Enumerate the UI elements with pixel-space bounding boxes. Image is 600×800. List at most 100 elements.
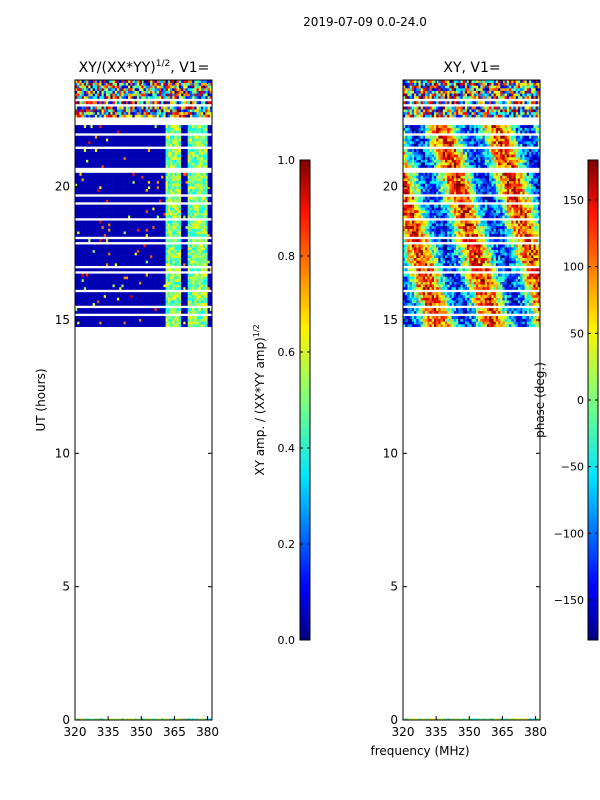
heatmap-cell [438,321,441,325]
heatmap-cell [112,109,116,113]
heatmap-cell [83,180,87,184]
heatmap-cell [134,125,138,129]
heatmap-cell [411,316,415,320]
heatmap-cell [183,191,186,195]
heatmap-cell [154,188,158,192]
heatmap-cell [108,228,111,232]
heatmap-cell [75,156,78,160]
heatmap-cell [194,215,197,219]
heatmap-cell [198,273,202,277]
heatmap-cell [136,101,140,105]
heatmap-cell [433,310,437,314]
heatmap-cell [139,93,142,97]
heatmap-cell [81,278,85,282]
heatmap-cell [83,164,87,168]
heatmap-cell [145,159,149,163]
heatmap-cell [185,308,188,312]
heatmap-cell [154,228,158,232]
heatmap-cell [161,127,164,131]
heatmap-cell [88,82,91,86]
heatmap-cell [156,175,160,179]
heatmap-cell [183,151,186,155]
heatmap-cell [207,82,211,86]
heatmap-cell [112,260,116,264]
heatmap-cell [101,247,105,251]
heatmap-cell [178,292,182,296]
heatmap-cell [207,90,211,94]
heatmap-cell [101,255,105,259]
heatmap-cell [125,101,129,105]
panel-amp-title: XY/(XX*YY)1/2, V1= [79,59,210,76]
heatmap-cell [79,159,82,163]
heatmap-cell [152,95,155,99]
heatmap-cell [187,164,191,168]
heatmap-cell [150,175,153,179]
heatmap-cell [176,212,180,216]
heatmap-cell [165,109,169,113]
heatmap-cell [112,130,116,134]
heatmap-cell [97,111,100,115]
heatmap-cell [150,178,153,182]
x-tick-label: 320 [64,725,87,739]
heatmap-cell [134,268,138,272]
heatmap-cell [183,188,186,192]
heatmap-cell [123,294,127,298]
heatmap-cell [205,101,208,105]
heatmap-cell [209,239,212,243]
heatmap-cell [143,255,147,259]
heatmap-cell [141,114,144,118]
heatmap-cell [132,239,135,243]
heatmap-cell [114,212,118,216]
heatmap-cell [154,273,158,277]
heatmap-cell [130,257,133,261]
heatmap-cell [132,125,135,129]
heatmap-cell [92,247,96,251]
heatmap-cell [176,183,180,187]
heatmap-cell [156,143,160,147]
heatmap-cell [414,316,417,320]
heatmap-cell [139,196,142,200]
y-tick-label: 10 [55,446,70,460]
heatmap-cell [121,111,124,115]
heatmap-cell [194,188,197,192]
heatmap-cell [181,111,184,115]
heatmap-cell [105,318,109,322]
heatmap-cell [147,191,151,195]
heatmap-cell [205,297,208,301]
heatmap-cell [183,90,186,94]
heatmap-cell [103,172,107,176]
heatmap-cell [163,263,166,266]
heatmap-cell [205,125,208,129]
heatmap-cell [198,316,202,320]
heatmap-cell [114,281,118,285]
heatmap-cell [150,106,153,110]
heatmap-cell [128,244,131,248]
heatmap-cell [189,125,193,129]
heatmap-cell [181,308,184,312]
heatmap-cell [90,111,93,115]
heatmap-cell [103,101,107,105]
heatmap-cell [185,95,188,99]
heatmap-cell [176,143,180,147]
heatmap-cell [103,151,107,155]
heatmap-cell [99,292,102,296]
heatmap-cell [152,151,155,155]
heatmap-cell [418,324,421,327]
heatmap-cell [147,154,151,158]
heatmap-cell [147,247,151,251]
heatmap-cell [196,101,200,105]
heatmap-cell [92,164,96,168]
heatmap-cell [90,199,93,203]
heatmap-cell [170,255,173,259]
heatmap-cell [152,130,155,134]
heatmap-cell [209,273,212,277]
heatmap-cell [141,249,144,253]
heatmap-cell [145,183,149,187]
heatmap-cell [174,278,177,282]
heatmap-cell [105,186,109,190]
heatmap-cell [181,209,184,213]
heatmap-cell [198,252,202,256]
heatmap-cell [123,252,127,256]
heatmap-cell [79,260,82,264]
heatmap-cell [165,82,169,86]
